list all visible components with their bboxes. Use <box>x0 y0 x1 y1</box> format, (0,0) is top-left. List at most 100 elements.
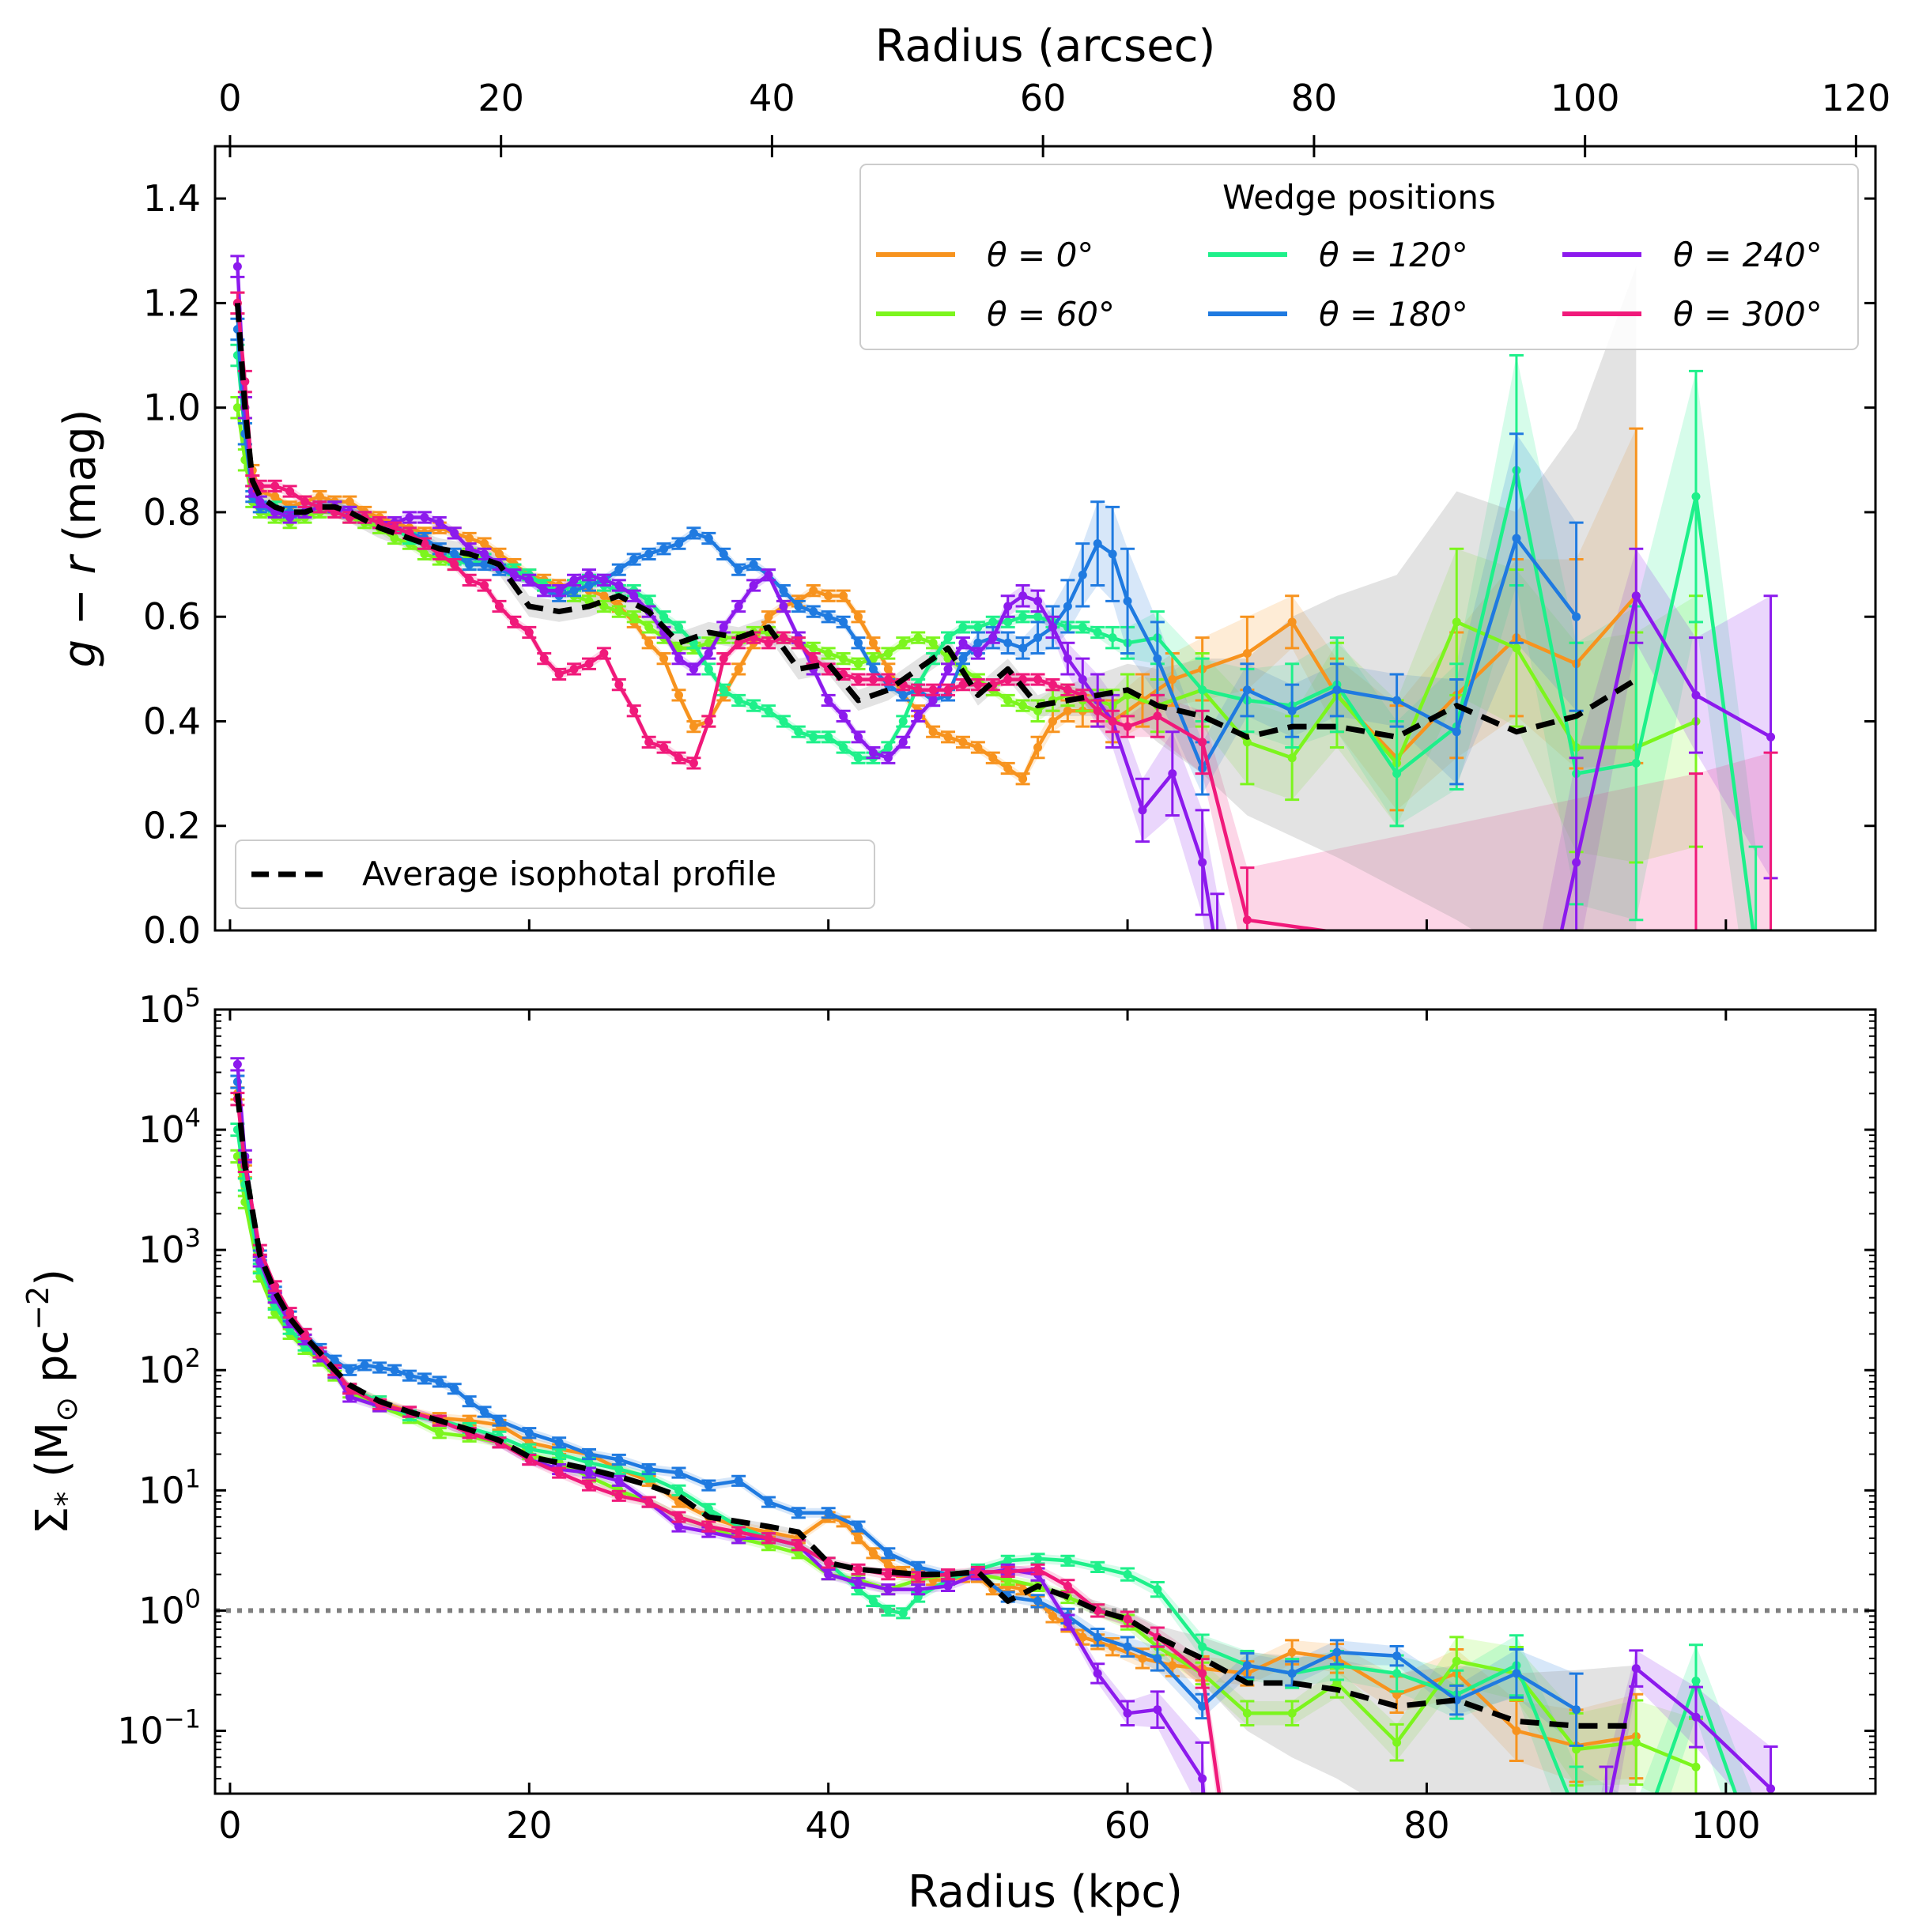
bottom-y-tick-label: 105 <box>138 983 201 1031</box>
bottom-point-240 <box>232 1059 242 1069</box>
bottom-point-300 <box>704 1522 713 1531</box>
top-point-0 <box>928 727 938 737</box>
top-point-180 <box>854 638 863 647</box>
top-point-300 <box>509 617 519 627</box>
top-point-240 <box>1018 591 1028 601</box>
top-point-300 <box>270 481 280 491</box>
top-point-120 <box>644 596 654 606</box>
bottom-point-180 <box>554 1438 564 1447</box>
bottom-point-180 <box>405 1371 414 1380</box>
top-point-240 <box>719 622 728 632</box>
top-point-300 <box>465 575 474 585</box>
bottom-point-120 <box>524 1444 534 1454</box>
top-point-120 <box>764 706 773 715</box>
top-point-120 <box>719 685 728 695</box>
bottom-point-300 <box>674 1512 683 1522</box>
top-point-180 <box>1003 638 1013 647</box>
top-point-240 <box>629 591 639 601</box>
top-point-0 <box>883 664 893 674</box>
top-point-240 <box>420 513 429 523</box>
top-axis-ticks: 0.0 0.2 0.4 0.6 0.8 1.0 1.2 1.4 0 20 40 60 80 100 120 <box>143 77 1890 952</box>
bottom-point-60 <box>1572 1745 1581 1754</box>
top-y-tick-label: 0.2 <box>143 805 201 847</box>
top-point-300 <box>494 602 504 611</box>
bottom-point-180 <box>450 1384 459 1394</box>
legend-label-180: θ = 180° <box>1319 295 1468 334</box>
ylabel-unit-open: (M <box>27 1422 78 1492</box>
wedge-legend-title: Wedge positions <box>1222 178 1496 217</box>
top-point-240 <box>450 528 459 538</box>
top-point-60 <box>928 638 938 647</box>
top-point-0 <box>1242 648 1252 658</box>
legend-entry-240: θ = 240° <box>1562 236 1822 274</box>
top-point-120 <box>988 617 998 627</box>
bottom-point-240 <box>584 1468 594 1477</box>
bottom-point-300 <box>764 1534 773 1543</box>
top-point-60 <box>674 643 683 653</box>
top-point-120 <box>1691 492 1701 501</box>
top-y-tick-label: 0.4 <box>143 700 201 742</box>
bottom-point-180 <box>1153 1654 1162 1663</box>
top-point-240 <box>569 575 579 585</box>
top-point-180 <box>1123 596 1132 606</box>
bottom-point-240 <box>943 1581 953 1591</box>
bottom-point-300 <box>285 1308 295 1318</box>
top-point-60 <box>809 643 818 653</box>
bottom-point-300 <box>554 1468 564 1477</box>
top-point-0 <box>494 549 504 559</box>
bottom-point-60 <box>1691 1762 1701 1772</box>
top-point-180 <box>450 549 459 559</box>
top-point-180 <box>749 560 758 569</box>
bottom-point-180 <box>1512 1669 1521 1678</box>
bottom-plot-frame <box>213 1008 1877 1795</box>
top-point-0 <box>270 492 280 501</box>
bottom-point-180 <box>1392 1651 1402 1661</box>
top-point-240 <box>943 664 953 674</box>
bottom-point-120 <box>674 1485 683 1495</box>
top-point-300 <box>809 654 818 663</box>
top-point-240 <box>764 570 773 579</box>
top-point-0 <box>345 497 354 507</box>
bottom-y-tick-label: 102 <box>138 1343 201 1391</box>
bottom-point-180 <box>1242 1661 1252 1670</box>
bottom-point-180 <box>330 1356 339 1365</box>
top-point-0 <box>1033 743 1043 753</box>
bottom-point-300 <box>1003 1567 1013 1576</box>
top-point-180 <box>1452 727 1461 737</box>
bottom-point-120 <box>614 1465 624 1474</box>
bottom-point-180 <box>1287 1669 1297 1678</box>
ylabel-unit: (mag) <box>55 409 106 556</box>
bottom-average-layer <box>234 1092 1637 1729</box>
bottom-point-240 <box>1691 1712 1701 1722</box>
top-point-180 <box>973 638 983 647</box>
bottom-point-300 <box>824 1558 833 1568</box>
top-point-120 <box>1033 612 1043 621</box>
bottom-point-180 <box>1123 1642 1132 1651</box>
top-series-layer <box>230 255 1778 930</box>
bottom-average-band <box>237 1091 1637 1794</box>
bottom-point-120 <box>1123 1570 1132 1579</box>
bottom-x-tick-label: 100 <box>1691 1804 1761 1847</box>
top-point-300 <box>614 680 624 689</box>
bottom-point-300 <box>644 1497 654 1507</box>
top-point-60 <box>644 622 654 632</box>
bottom-point-120 <box>1093 1562 1102 1572</box>
top-point-300 <box>420 539 429 549</box>
top-point-300 <box>719 654 728 663</box>
top-point-300 <box>779 633 788 643</box>
bottom-point-60 <box>1392 1738 1402 1747</box>
top-point-60 <box>1033 706 1043 715</box>
bottom-point-300 <box>614 1491 624 1500</box>
bottom-point-240 <box>1766 1784 1776 1794</box>
top-point-180 <box>1512 534 1521 543</box>
bottom-point-240 <box>1153 1705 1162 1715</box>
top-point-0 <box>988 753 998 763</box>
top-point-240 <box>255 497 265 507</box>
bottom-point-300 <box>794 1541 803 1550</box>
bottom-point-240 <box>1093 1669 1102 1678</box>
top-point-180 <box>614 565 624 575</box>
bottom-y-tick-label: 10−1 <box>117 1704 201 1752</box>
top-point-240 <box>1631 591 1641 601</box>
top-point-60 <box>629 612 639 621</box>
bottom-band-60 <box>237 1150 1696 1794</box>
